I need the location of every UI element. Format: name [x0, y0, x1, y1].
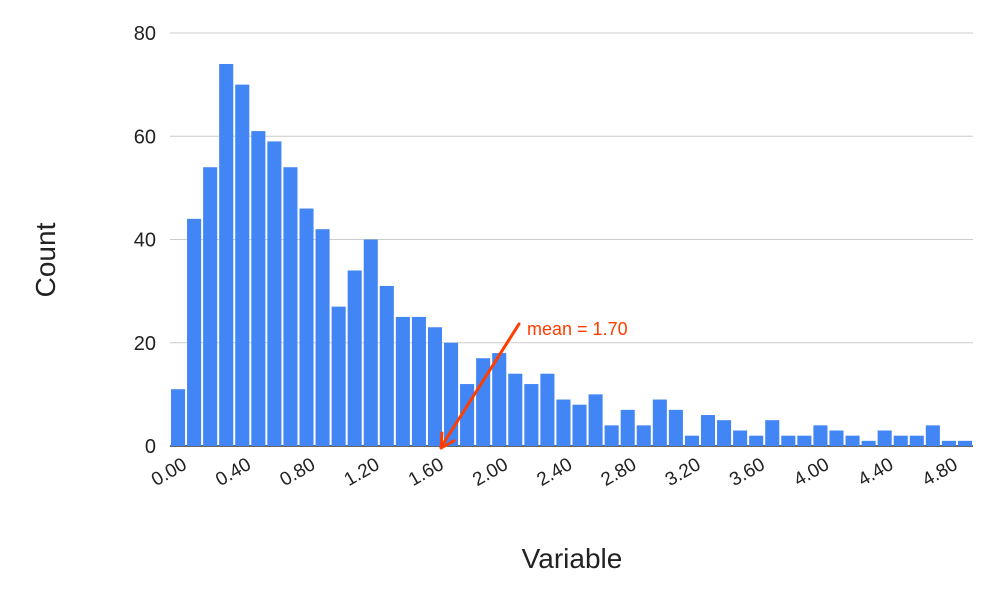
histogram-bar	[684, 435, 699, 446]
histogram-bar	[251, 131, 266, 446]
histogram-bar	[508, 373, 523, 446]
x-tick-label: 2.40	[533, 454, 576, 491]
histogram-bar	[941, 440, 956, 446]
y-tick-label: 20	[134, 333, 156, 355]
bars	[171, 63, 972, 446]
histogram-bar	[347, 270, 362, 446]
histogram-bar	[700, 415, 716, 446]
x-tick-label: 0.80	[276, 454, 319, 491]
x-tick-label: 3.20	[662, 454, 705, 491]
histogram-bar	[283, 167, 298, 446]
histogram-bar	[267, 141, 282, 446]
x-tick-label: 1.20	[341, 454, 384, 491]
histogram-bar	[187, 218, 202, 446]
histogram-bar	[909, 435, 924, 446]
histogram-bar	[540, 373, 555, 446]
x-tick-label: 2.80	[598, 454, 641, 491]
histogram-bar	[476, 358, 491, 446]
y-axis-ticks: 0 20 40 60 80	[134, 23, 156, 458]
histogram-bar	[556, 399, 571, 446]
histogram-bar	[444, 342, 459, 446]
histogram-bar	[668, 409, 683, 446]
x-tick-label: 4.00	[790, 454, 833, 491]
histogram-bar	[877, 430, 892, 446]
histogram-bar	[620, 409, 635, 446]
x-tick-label: 1.60	[405, 454, 448, 491]
y-tick-label: 0	[145, 436, 156, 458]
histogram-bar	[315, 229, 330, 446]
x-tick-label: 3.60	[726, 454, 769, 491]
x-tick-label: 0.40	[212, 454, 255, 491]
histogram-bar	[925, 425, 940, 446]
histogram-bar	[781, 435, 796, 446]
x-tick-label: 2.00	[469, 454, 512, 491]
histogram-bar	[893, 435, 908, 446]
annotation-arrowhead	[439, 431, 456, 450]
histogram-bar	[331, 306, 346, 446]
histogram-bar	[733, 430, 748, 446]
x-tick-label: 4.80	[919, 454, 962, 491]
annotations: mean = 1.70	[439, 319, 628, 450]
histogram-bar	[524, 384, 539, 446]
histogram-bar	[957, 440, 972, 446]
y-tick-label: 60	[134, 126, 156, 148]
histogram-bar	[588, 394, 603, 446]
histogram-bar	[219, 63, 234, 446]
y-tick-label: 40	[134, 230, 156, 252]
x-tick-label: 0.00	[148, 454, 191, 491]
annotation-arrow	[441, 322, 521, 446]
y-axis-title: Count	[30, 222, 61, 297]
histogram-bar	[171, 389, 186, 446]
histogram-bar	[749, 435, 764, 446]
histogram-bar	[492, 353, 507, 446]
histogram-bar	[411, 316, 426, 446]
histogram-bar	[652, 399, 667, 446]
histogram-bar	[379, 285, 394, 446]
histogram-bar	[797, 435, 812, 446]
histogram-bar	[813, 425, 828, 446]
mean-annotation-label: mean = 1.70	[527, 319, 628, 339]
histogram-bar	[604, 425, 619, 446]
histogram-bar	[363, 239, 378, 446]
x-axis-ticks: 0.00 0.40 0.80 1.20 1.60 2.00 2.40 2.80 3.20 3.60…	[148, 454, 961, 491]
histogram-bar	[636, 425, 651, 446]
x-axis-title: Variable	[522, 543, 623, 574]
x-tick-label: 4.40	[855, 454, 898, 491]
histogram-bar	[427, 327, 443, 446]
y-tick-label: 80	[134, 23, 156, 45]
histogram-bar	[235, 84, 250, 446]
histogram-bar	[299, 208, 314, 446]
histogram-bar	[829, 430, 844, 446]
histogram-bar	[572, 404, 587, 446]
histogram-bar	[845, 435, 860, 446]
histogram-bar	[765, 420, 780, 446]
histogram-bar	[717, 420, 732, 446]
histogram-bar	[203, 167, 218, 446]
histogram-bar	[861, 440, 876, 446]
histogram-bar	[395, 316, 410, 446]
